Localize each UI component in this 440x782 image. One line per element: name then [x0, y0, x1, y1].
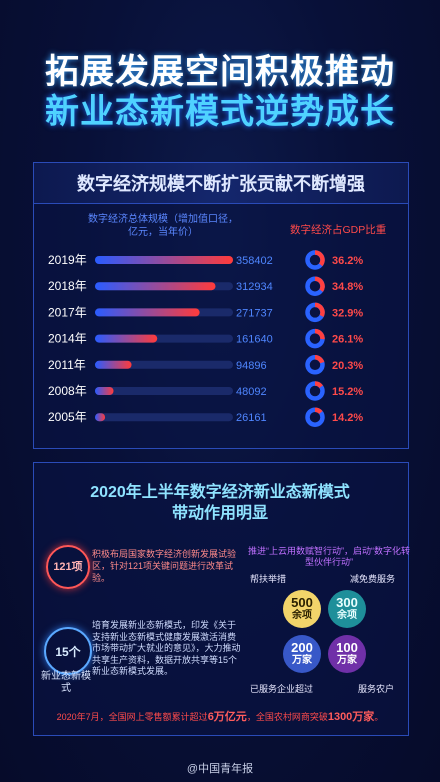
pct-label: 15.2% [332, 386, 363, 398]
stat-300-number: 300 [336, 595, 358, 610]
year-label: 2008年 [48, 384, 87, 398]
bar-2008年 [95, 387, 114, 395]
stat-100-number: 100 [336, 640, 358, 655]
badge-15-models: 15个 [44, 627, 92, 675]
chart-panel-heading: 数字经济规模不断扩张贡献不断增强 [34, 163, 408, 204]
gdp-ring-share [314, 381, 323, 389]
bar-2018年 [95, 282, 216, 291]
digital-action-text: 推进“上云用数赋智行动”，启动“数字化转型伙伴行动” [248, 546, 410, 567]
bar-2005年 [95, 413, 106, 422]
gdp-ring-share [314, 302, 325, 318]
stat-circle-300: 300 余项 [328, 590, 366, 628]
bar-track [95, 387, 233, 395]
main-title: 拓展发展空间积极推动 新业态新模式逆势成长 [0, 52, 440, 132]
gdp-ring-share [314, 355, 325, 364]
bottom-v2: 1300万家 [327, 711, 375, 723]
value-label: 271737 [236, 307, 273, 319]
source-credit: @中国青年报 [186, 763, 254, 775]
pct-label: 26.1% [332, 334, 363, 346]
year-label: 2017年 [48, 305, 87, 319]
newmodel-heading-line2: 带动作用明显 [171, 505, 268, 522]
badge-121-items: 121项 [46, 545, 90, 589]
value-label: 48092 [236, 386, 267, 398]
stat-500-number: 500 [291, 595, 313, 610]
chart-panel: 数字经济规模不断扩张贡献不断增强 [33, 162, 409, 449]
year-label: 2019年 [48, 253, 87, 267]
newmodel-text: 培育发展新业态新模式，印发《关于支持新业态新模式健康发展激活消费市场带动扩大就业… [92, 620, 241, 676]
legend-gdp-share: 数字经济占GDP比重 [290, 224, 387, 236]
year-label: 2011年 [48, 358, 86, 372]
stat-500-unit: 余项 [292, 610, 312, 621]
bar-2019年 [95, 256, 233, 264]
value-label: 312934 [236, 281, 273, 293]
legend-scale: 数字经济总体规模（增加值口径，亿元，当年价） [88, 214, 238, 238]
value-label: 26161 [236, 412, 267, 424]
value-label: 358402 [236, 255, 273, 267]
year-label: 2014年 [48, 332, 87, 346]
pct-label: 34.8% [332, 281, 363, 293]
gdp-ring-share [314, 328, 325, 340]
year-label: 2018年 [48, 279, 87, 293]
pct-label: 14.2% [332, 412, 363, 424]
label-free-services: 减免费服务 [350, 574, 396, 584]
label-enterprises-served: 已服务企业超过 [250, 684, 314, 694]
title-line-2: 新业态新模式逆势成长 [45, 93, 395, 131]
bar-track [95, 413, 233, 422]
title-line-1: 拓展发展空间积极推动 [45, 53, 395, 91]
value-label: 161640 [236, 334, 273, 346]
bottom-mid: ，全国农村网商突破 [246, 712, 328, 722]
bottom-v1: 6万亿元 [207, 711, 247, 723]
value-label: 94896 [236, 360, 267, 372]
newmodel-heading-line1: 2020年上半年数字经济新业态新模式 [90, 484, 350, 501]
bar-2014年 [95, 334, 158, 343]
bottom-stat-line: 2020年7月，全国网上零售额累计超过6万亿元，全国农村网商突破1300万家。 [33, 708, 407, 724]
bar-2011年 [95, 360, 132, 369]
stat-circle-500: 500 余项 [283, 590, 321, 628]
badge-15-caption: 新业态新模式 [41, 671, 91, 694]
bottom-pre: 2020年7月，全国网上零售额累计超过 [56, 712, 208, 722]
stat-circle-100: 100 万家 [328, 635, 366, 673]
bottom-post: 。 [374, 712, 384, 722]
label-farmers-served: 服务农户 [358, 684, 395, 694]
gdp-ring-share [314, 276, 325, 292]
pct-label: 32.9% [332, 307, 363, 319]
pct-label: 20.3% [332, 360, 363, 372]
reform-text: 积极布局国家数字经济创新发展试验区，针对121项关键问题进行改革试验。 [92, 549, 237, 583]
stat-100-unit: 万家 [337, 655, 357, 666]
stat-200-unit: 万家 [292, 655, 312, 666]
gdp-ring-share [314, 407, 323, 415]
year-label: 2005年 [48, 410, 87, 424]
label-help-measures: 帮扶举措 [250, 574, 287, 584]
bar-2017年 [95, 308, 200, 317]
newmodel-heading: 2020年上半年数字经济新业态新模式 带动作用明显 [33, 482, 407, 524]
pct-label: 36.2% [332, 255, 363, 267]
gdp-ring-share [314, 250, 325, 267]
stat-300-unit: 余项 [337, 610, 357, 621]
stat-circle-200: 200 万家 [283, 635, 321, 673]
stat-200-number: 200 [291, 640, 313, 655]
